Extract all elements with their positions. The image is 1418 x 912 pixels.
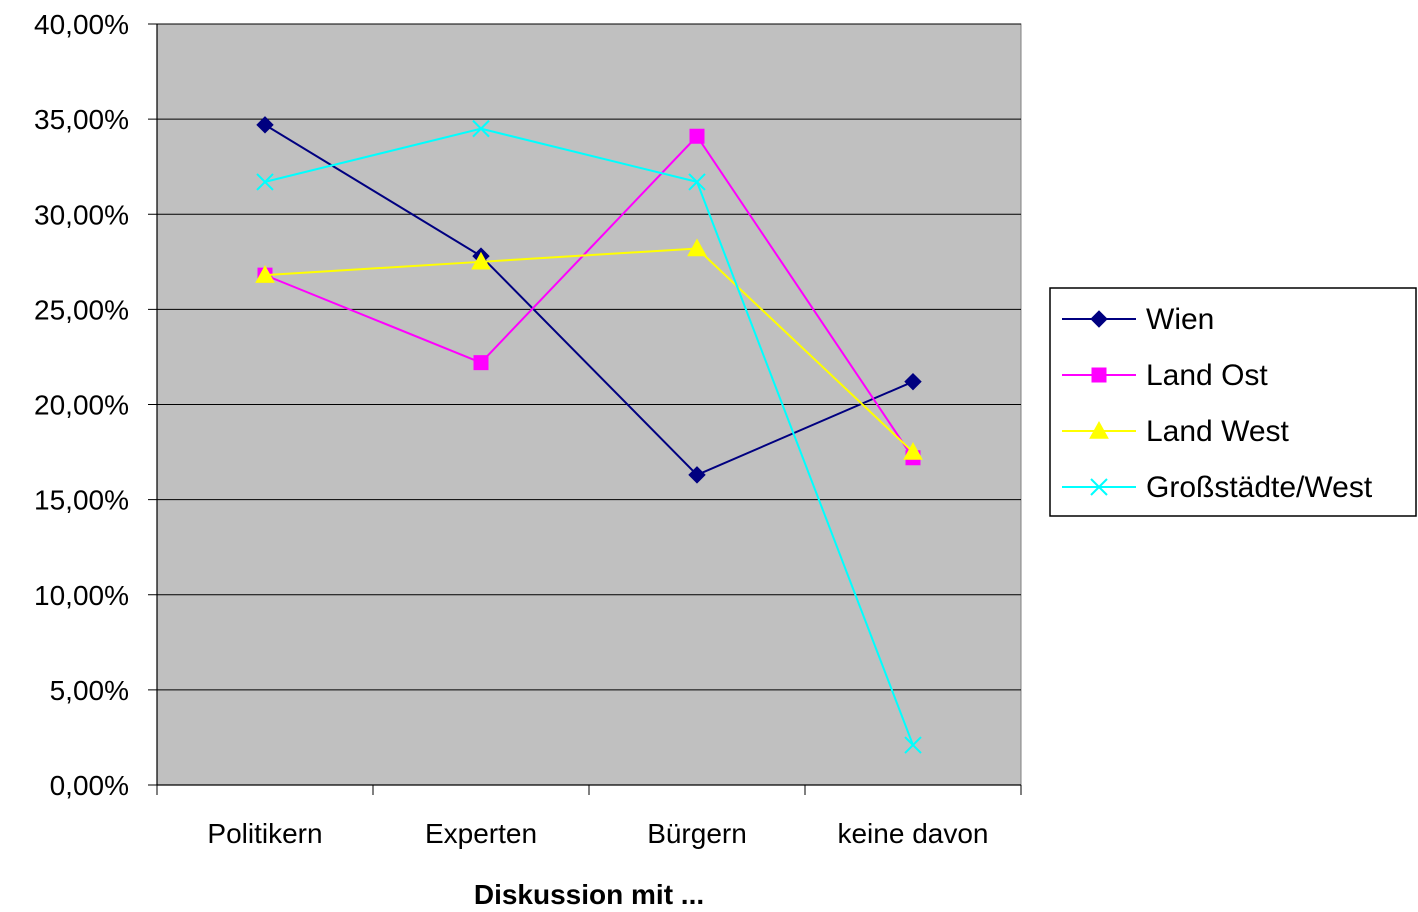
legend-item: Großstädte/West bbox=[1062, 471, 1373, 504]
data-point bbox=[687, 238, 707, 257]
x-tick-label: Experten bbox=[425, 818, 537, 849]
legend-marker bbox=[1091, 367, 1107, 383]
y-tick-label: 5,00% bbox=[50, 675, 129, 706]
data-point bbox=[904, 736, 922, 754]
data-point bbox=[471, 251, 491, 270]
legend-item: Land Ost bbox=[1062, 359, 1268, 392]
y-tick-label: 25,00% bbox=[34, 294, 129, 325]
series-2 bbox=[255, 238, 923, 460]
x-tick-label: Bürgern bbox=[647, 818, 747, 849]
y-tick-label: 20,00% bbox=[34, 390, 129, 421]
legend-marker bbox=[1090, 478, 1108, 496]
data-point bbox=[689, 128, 705, 144]
x-tick-label: keine davon bbox=[837, 818, 988, 849]
gridlines bbox=[157, 23, 1021, 691]
y-tick-label: 15,00% bbox=[34, 485, 129, 516]
marker-stroke bbox=[904, 736, 922, 754]
data-point bbox=[688, 173, 706, 191]
data-point bbox=[904, 372, 922, 391]
data-point bbox=[473, 355, 489, 371]
legend-marker bbox=[1089, 420, 1109, 439]
legend-label: Großstädte/West bbox=[1146, 471, 1373, 504]
series-layer bbox=[255, 116, 923, 754]
legend-box bbox=[1049, 287, 1417, 517]
legend-item: Wien bbox=[1062, 303, 1214, 336]
legend: Wien Land Ost Land West Großstädte/West bbox=[1049, 287, 1417, 517]
series-line bbox=[264, 247, 914, 453]
y-tick-label: 40,00% bbox=[34, 9, 129, 40]
series-line bbox=[264, 134, 914, 459]
marker-stroke bbox=[472, 119, 490, 138]
marker-stroke bbox=[688, 173, 706, 191]
legend-item: Land West bbox=[1062, 415, 1290, 448]
data-point bbox=[472, 119, 490, 138]
x-tick-label: Politikern bbox=[207, 818, 322, 849]
axes: 0,00% 5,00% 10,00% 15,00% 20,00% 25,00% 30,00%… bbox=[34, 9, 1022, 849]
marker-stroke bbox=[1090, 478, 1108, 496]
legend-marker bbox=[1090, 310, 1108, 328]
series-line bbox=[264, 123, 914, 477]
y-tick-label: 35,00% bbox=[34, 104, 129, 135]
series-3 bbox=[256, 119, 922, 754]
data-point bbox=[688, 466, 706, 484]
y-tick-label: 30,00% bbox=[34, 199, 129, 230]
data-point bbox=[256, 116, 274, 134]
data-point bbox=[256, 173, 274, 191]
x-axis-title: Diskussion mit ... bbox=[474, 879, 704, 910]
data-point bbox=[255, 265, 275, 283]
marker-stroke bbox=[256, 173, 274, 191]
y-tick-label: 0,00% bbox=[50, 770, 129, 801]
data-point bbox=[903, 442, 923, 460]
y-tick-label: 10,00% bbox=[34, 580, 129, 611]
series-line bbox=[264, 127, 914, 746]
legend-label: Land West bbox=[1146, 415, 1290, 448]
legend-label: Land Ost bbox=[1146, 359, 1268, 392]
legend-label: Wien bbox=[1146, 303, 1214, 336]
